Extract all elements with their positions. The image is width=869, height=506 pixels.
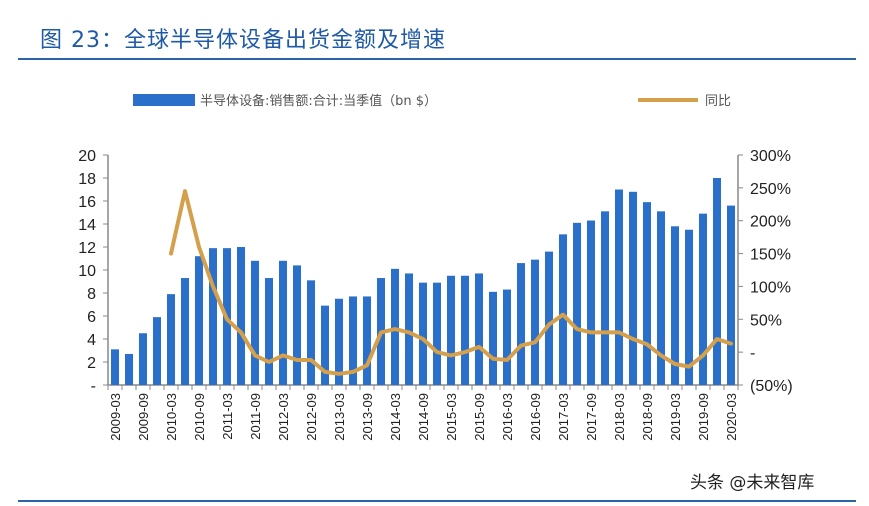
x-tick-label: 2010-03 [164,393,179,441]
x-tick-label: 2019-03 [668,393,683,441]
bar [461,275,469,385]
bar [629,191,637,385]
bar [601,211,609,385]
bottom-rule [18,500,856,502]
bar [307,280,315,385]
bar [503,289,511,385]
bar [237,247,245,385]
x-tick-label: 2011-09 [248,393,263,440]
left-tick-label: 20 [78,148,96,165]
legend-bar-swatch [133,94,195,106]
right-tick-label: 100% [750,279,791,296]
bar [475,273,483,385]
bar [727,205,735,385]
x-tick-label: 2014-03 [388,393,403,441]
bar [251,260,259,385]
right-tick-label: - [750,345,755,362]
right-tick-label: 300% [750,148,791,165]
left-tick-label: 12 [78,240,96,257]
x-tick-label: 2009-09 [136,393,151,441]
bar [699,213,707,385]
x-tick-label: 2017-09 [584,393,599,441]
bar [713,178,721,385]
left-tick-label: - [91,378,96,395]
legend-line-label: 同比 [705,94,731,109]
x-tick-label: 2015-03 [444,393,459,441]
x-tick-label: 2019-09 [696,393,711,441]
legend-bar-label: 半导体设备:销售额:合计:当季值（bn $） [200,93,437,109]
bar [293,265,301,385]
yoy-line [169,189,733,376]
bar [139,333,147,385]
left-tick-label: 18 [78,171,96,188]
bar [685,229,693,385]
bar [587,220,595,385]
bar [195,256,203,385]
bar [531,259,539,385]
x-tick-label: 2013-09 [360,393,375,441]
watermark: 头条 @未来智库 [690,473,815,493]
right-tick-label: 150% [750,247,791,264]
bar [559,234,567,385]
x-tick-label: 2011-03 [220,393,235,440]
bar [419,282,427,385]
bar [265,278,273,385]
x-tick-label: 2020-03 [724,393,739,441]
left-tick-label: 8 [87,286,96,303]
x-tick-label: 2018-03 [612,393,627,441]
bar [643,202,651,385]
bar [181,278,189,385]
bar [363,296,371,385]
x-tick-label: 2012-03 [276,393,291,441]
bar [573,222,581,385]
left-tick-label: 14 [78,217,96,234]
bar [153,317,161,385]
bar [125,353,133,385]
bar [405,273,413,385]
bar [349,296,357,385]
left-tick-label: 2 [87,355,96,372]
x-tick-label: 2016-03 [500,393,515,441]
bar [111,349,119,385]
bar [517,263,525,385]
bar [489,291,497,385]
left-tick-label: 16 [78,194,96,211]
x-tick-label: 2017-03 [556,393,571,441]
right-tick-label: 200% [750,214,791,231]
bar [321,305,329,385]
x-tick-label: 2014-09 [416,393,431,441]
left-tick-label: 10 [78,263,96,280]
bar [657,211,665,385]
right-tick-label: (50%) [750,378,793,395]
bar [391,268,399,385]
x-tick-label: 2016-09 [528,393,543,441]
bar [447,275,455,385]
x-tick-label: 2010-09 [192,393,207,441]
title-rule [18,58,856,60]
left-tick-label: 4 [87,332,96,349]
bar [615,189,623,385]
x-tick-label: 2009-03 [108,393,123,441]
bar [545,251,553,385]
x-tick-label: 2018-09 [640,393,655,441]
left-tick-label: 6 [87,309,96,326]
bar [279,260,287,385]
bar [167,294,175,385]
right-tick-label: 250% [750,181,791,198]
chart-title: 图 23：全球半导体设备出货金额及增速 [40,28,446,53]
bar [433,282,441,385]
x-tick-label: 2013-03 [332,393,347,441]
right-tick-label: 50% [750,312,782,329]
x-tick-label: 2012-09 [304,393,319,441]
x-tick-label: 2015-09 [472,393,487,441]
bar [335,298,343,385]
bar [209,248,217,385]
bar [671,226,679,385]
